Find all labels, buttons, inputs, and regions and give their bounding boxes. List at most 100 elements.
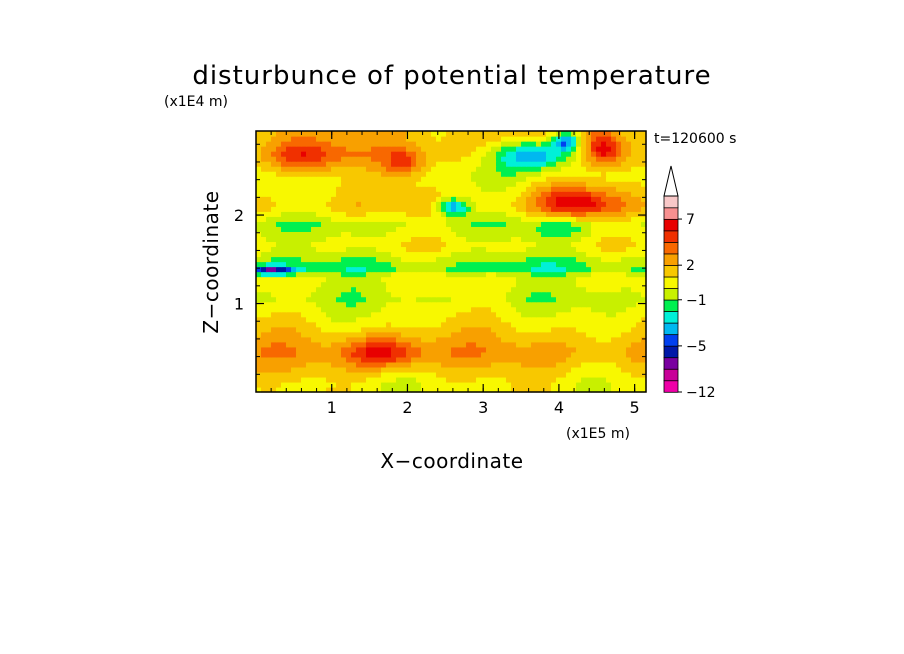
heatmap-cell — [506, 281, 512, 288]
heatmap-cell — [266, 386, 272, 393]
heatmap-cell — [556, 356, 562, 363]
heatmap-cell — [376, 196, 382, 202]
heatmap-cell — [386, 191, 392, 197]
heatmap-cell — [391, 261, 397, 268]
heatmap-cell — [366, 341, 372, 348]
heatmap-cell — [371, 346, 377, 353]
heatmap-cell — [316, 201, 322, 207]
heatmap-cell — [396, 306, 402, 313]
heatmap-cell — [546, 261, 552, 268]
heatmap-cell — [256, 246, 262, 253]
heatmap-cell — [276, 221, 282, 227]
heatmap-cell — [376, 246, 382, 253]
heatmap-cell — [431, 271, 437, 278]
heatmap-cell — [511, 176, 517, 182]
heatmap-cell — [306, 381, 312, 388]
heatmap-cell — [516, 316, 522, 323]
heatmap-cell — [541, 366, 547, 373]
heatmap-cell — [346, 301, 352, 308]
heatmap-cell — [321, 226, 327, 232]
heatmap-cell — [291, 336, 297, 343]
heatmap-cell — [486, 216, 492, 222]
heatmap-cell — [341, 326, 347, 333]
heatmap-cell — [581, 376, 587, 383]
x-tick-label: 5 — [630, 398, 640, 417]
heatmap-cell — [421, 261, 427, 268]
heatmap-cell — [376, 331, 382, 338]
heatmap-cell — [461, 306, 467, 313]
heatmap-cell — [541, 236, 547, 243]
heatmap-cell — [511, 146, 517, 152]
heatmap-cell — [341, 136, 347, 142]
heatmap-cell — [396, 376, 402, 383]
heatmap-cell — [511, 166, 517, 172]
heatmap-cell — [491, 201, 497, 207]
heatmap-cell — [476, 216, 482, 222]
heatmap-cell — [536, 356, 542, 363]
heatmap-cell — [316, 381, 322, 388]
heatmap-cell — [256, 261, 262, 268]
heatmap-cell — [466, 346, 472, 353]
heatmap-cell — [491, 151, 497, 157]
colorbar: −12−5−127 — [663, 165, 716, 401]
heatmap-cell — [581, 271, 587, 278]
heatmap-cell — [331, 256, 337, 263]
heatmap-cell — [571, 261, 577, 268]
heatmap-cell — [256, 296, 262, 303]
heatmap-cell — [581, 346, 587, 353]
heatmap-cell — [336, 326, 342, 333]
heatmap-cell — [391, 141, 397, 147]
heatmap-cell — [291, 261, 297, 268]
heatmap-cell — [616, 261, 622, 268]
heatmap-cell — [446, 366, 452, 373]
heatmap-cell — [486, 276, 492, 283]
heatmap-cell — [491, 166, 497, 172]
heatmap-cell — [401, 146, 407, 152]
heatmap-cell — [481, 306, 487, 313]
heatmap-cell — [336, 336, 342, 343]
heatmap-cell — [626, 341, 632, 348]
heatmap-cell — [596, 161, 602, 167]
heatmap-cell — [376, 181, 382, 187]
heatmap-cell — [421, 156, 427, 162]
heatmap-cell — [526, 141, 532, 147]
heatmap-cell — [311, 151, 317, 157]
heatmap-cell — [556, 316, 562, 323]
heatmap-cell — [446, 316, 452, 323]
heatmap-cell — [616, 316, 622, 323]
heatmap-cell — [541, 176, 547, 182]
heatmap-cell — [481, 231, 487, 237]
heatmap-cell — [406, 361, 412, 368]
heatmap-cell — [526, 241, 532, 248]
heatmap-cell — [601, 286, 607, 293]
heatmap-cell — [306, 141, 312, 147]
heatmap-cell — [601, 216, 607, 222]
heatmap-cell — [311, 316, 317, 323]
heatmap-cell — [446, 361, 452, 368]
heatmap-cell — [596, 206, 602, 212]
heatmap-cell — [506, 301, 512, 308]
heatmap-cell — [411, 146, 417, 152]
heatmap-cell — [306, 341, 312, 348]
heatmap-cell — [361, 371, 367, 378]
heatmap-cell — [371, 256, 377, 263]
heatmap-cell — [301, 216, 307, 222]
heatmap-cell — [381, 256, 387, 263]
heatmap-cell — [491, 236, 497, 243]
heatmap-cell — [261, 241, 267, 248]
heatmap-cell — [556, 176, 562, 182]
heatmap-cell — [626, 356, 632, 363]
heatmap-cell — [476, 201, 482, 207]
heatmap-cell — [421, 356, 427, 363]
heatmap-cell — [351, 216, 357, 222]
heatmap-cell — [461, 196, 467, 202]
heatmap-cell — [331, 326, 337, 333]
heatmap-cell — [441, 186, 447, 192]
heatmap-cell — [441, 351, 447, 358]
heatmap-cell — [586, 241, 592, 248]
heatmap-cell — [436, 301, 442, 308]
heatmap-cell — [361, 196, 367, 202]
heatmap-cell — [541, 336, 547, 343]
heatmap-cell — [571, 236, 577, 243]
heatmap-cell — [631, 331, 637, 338]
